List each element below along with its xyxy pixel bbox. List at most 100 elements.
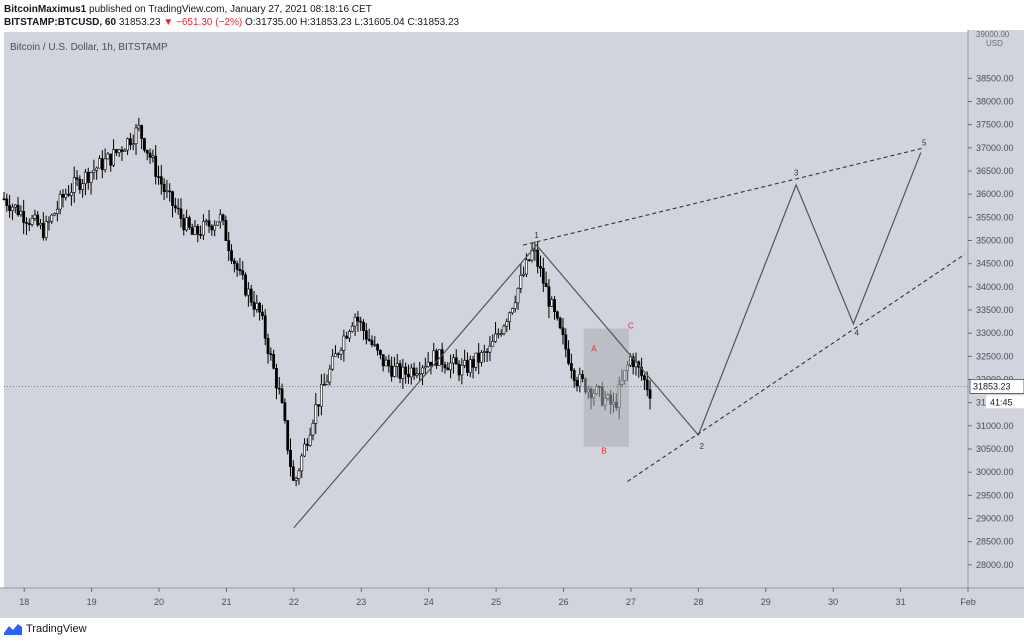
candle-body bbox=[70, 192, 73, 196]
candle-body bbox=[449, 362, 453, 371]
candle-body bbox=[193, 225, 197, 235]
chart-header: BitcoinMaximus1 published on TradingView… bbox=[0, 0, 1024, 30]
price-chart[interactable]: Bitcoin / U.S. Dollar, 1h, BITSTAMP 38500… bbox=[0, 30, 1024, 618]
y-tick-label: 31000.00 bbox=[976, 421, 1014, 431]
candle-body bbox=[277, 387, 281, 390]
candle-body bbox=[300, 455, 304, 472]
time-axis-area bbox=[0, 588, 1024, 618]
x-tick-label: 29 bbox=[761, 597, 771, 607]
y-tick-label: 34000.00 bbox=[976, 282, 1014, 292]
y-tick-label: 34500.00 bbox=[976, 259, 1014, 269]
y-tick-label: 28500.00 bbox=[976, 537, 1014, 547]
candle-body bbox=[519, 275, 523, 289]
upper-trendline[interactable] bbox=[522, 147, 925, 246]
candle-body bbox=[72, 177, 76, 193]
symbol-label[interactable]: BITSTAMP:BTCUSD, 60 bbox=[4, 17, 117, 28]
x-tick-label: 31 bbox=[896, 597, 906, 607]
candle-body bbox=[187, 217, 191, 228]
candle-body bbox=[460, 365, 464, 376]
candle-body bbox=[109, 153, 113, 166]
candle-body bbox=[631, 356, 635, 368]
low-label: L:31605.04 bbox=[354, 17, 405, 28]
y-axis-unit: USD bbox=[986, 39, 1003, 48]
candle-body bbox=[488, 345, 492, 353]
wave-label-2: 2 bbox=[699, 442, 704, 451]
candle-body bbox=[137, 125, 141, 129]
candle-body bbox=[246, 288, 250, 296]
x-tick-label: Feb bbox=[960, 597, 976, 607]
candle-body bbox=[230, 250, 233, 262]
candle-body bbox=[143, 138, 146, 151]
candle-body bbox=[457, 363, 461, 376]
x-tick-label: 20 bbox=[154, 597, 164, 607]
candle-body bbox=[544, 283, 548, 288]
candle-body bbox=[317, 404, 320, 407]
candle-body bbox=[235, 263, 239, 270]
candle-body bbox=[393, 366, 396, 377]
candle-body bbox=[81, 183, 85, 190]
candle-body bbox=[286, 420, 290, 451]
candle-body bbox=[36, 214, 40, 226]
x-tick-label: 18 bbox=[19, 597, 29, 607]
candle-body bbox=[494, 333, 497, 342]
plot-area[interactable] bbox=[4, 32, 968, 588]
candle-body bbox=[126, 138, 129, 151]
candle-body bbox=[421, 367, 424, 375]
tradingview-brand[interactable]: TradingView bbox=[4, 623, 87, 635]
chart-title: Bitcoin / U.S. Dollar, 1h, BITSTAMP bbox=[10, 42, 168, 53]
candle-body bbox=[454, 357, 458, 365]
down-arrow-icon: ▼ bbox=[163, 17, 174, 28]
abc-correction-box[interactable] bbox=[583, 328, 629, 447]
candle-body bbox=[339, 349, 343, 355]
candle-body bbox=[78, 178, 82, 190]
x-tick-label: 25 bbox=[491, 597, 501, 607]
candle-body bbox=[370, 340, 374, 345]
candle-body bbox=[140, 125, 144, 139]
candle-body bbox=[303, 443, 306, 457]
wave-label-3: 3 bbox=[794, 169, 799, 178]
candle-body bbox=[468, 359, 472, 373]
candle-body bbox=[527, 259, 531, 262]
candle-body bbox=[311, 423, 315, 436]
candle-body bbox=[555, 311, 559, 319]
candle-body bbox=[207, 220, 211, 227]
candle-body bbox=[348, 331, 351, 339]
price-tag-label: 31853.23 bbox=[973, 381, 1011, 391]
elliott-wave-path[interactable] bbox=[293, 152, 922, 529]
candle-body bbox=[157, 176, 160, 178]
candle-body bbox=[221, 214, 225, 221]
publisher-name[interactable]: BitcoinMaximus1 bbox=[4, 4, 87, 15]
candle-body bbox=[283, 402, 287, 421]
candle-body bbox=[384, 359, 388, 367]
candle-body bbox=[61, 194, 65, 198]
y-top-label: 39000.00 bbox=[976, 30, 1010, 39]
candle-body bbox=[502, 325, 506, 334]
candle-body bbox=[471, 359, 475, 368]
candle-body bbox=[297, 470, 301, 479]
candle-body bbox=[224, 220, 228, 241]
candle-body bbox=[435, 350, 438, 366]
candle-body bbox=[22, 210, 26, 223]
y-tick-label: 33000.00 bbox=[976, 328, 1014, 338]
candle-body bbox=[342, 335, 346, 351]
candle-body bbox=[100, 158, 104, 171]
candle-body bbox=[258, 303, 262, 313]
candle-body bbox=[407, 373, 410, 378]
candle-body bbox=[47, 220, 51, 223]
candle-body bbox=[477, 352, 481, 363]
x-tick-label: 28 bbox=[693, 597, 703, 607]
candle-body bbox=[401, 366, 405, 379]
candle-body bbox=[249, 288, 253, 303]
candle-body bbox=[33, 214, 37, 219]
candle-body bbox=[179, 208, 183, 219]
candle-body bbox=[289, 449, 292, 468]
ohlc-line: BITSTAMP:BTCUSD, 60 31853.23 ▼ −651.30 (… bbox=[4, 17, 459, 28]
candle-body bbox=[373, 344, 377, 346]
candle-body bbox=[412, 367, 416, 376]
candle-body bbox=[325, 381, 329, 385]
high-label: H:31853.23 bbox=[300, 17, 352, 28]
candle-body bbox=[159, 176, 163, 185]
candle-body bbox=[11, 206, 14, 212]
candle-body bbox=[291, 466, 295, 481]
lower-trendline[interactable] bbox=[627, 253, 965, 482]
